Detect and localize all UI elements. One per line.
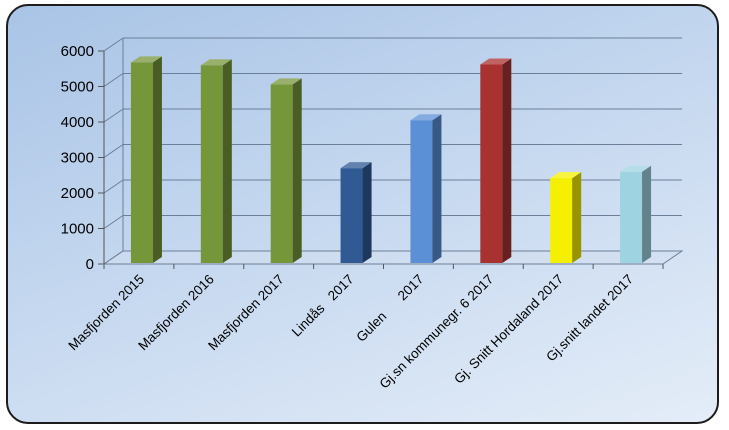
gridline-depth [103, 108, 124, 123]
x-tick-label: Masfjorden 2016 [135, 272, 217, 354]
y-tick-label: 6000 [61, 43, 94, 60]
gridline-depth [103, 144, 124, 158]
gridline-depth [103, 73, 124, 87]
bar-top [620, 165, 652, 172]
y-tick-label: 1000 [61, 221, 94, 238]
bar [130, 62, 153, 263]
bar-side [642, 165, 652, 263]
bar [200, 65, 223, 263]
y-tick-label: 2000 [61, 185, 94, 202]
bar-top [480, 58, 512, 65]
bar [340, 168, 363, 263]
y-tick-label: 4000 [61, 114, 94, 131]
bar-side [502, 58, 512, 263]
gridline-depth [103, 37, 124, 52]
bar [620, 171, 643, 263]
y-tick-label: 0 [86, 256, 94, 273]
bar-side [572, 172, 582, 263]
bar-side [362, 162, 372, 263]
bar-side [222, 59, 232, 264]
bar-side [432, 114, 442, 263]
bar [270, 84, 293, 264]
bar-top [270, 78, 302, 85]
bar-side [292, 78, 302, 264]
bar-top [340, 162, 372, 169]
y-tick-label: 3000 [61, 150, 94, 167]
bar-top [130, 56, 162, 63]
bar-chart: 0 1000 2000 3000 4000 5000 6000 Masfjorden 2015… [61, 37, 684, 392]
gridline-depth [103, 179, 124, 194]
chart-frame: 0 1000 2000 3000 4000 5000 6000 Masfjorden 2015… [6, 4, 719, 424]
x-tick-label: Masfjorden 2017 [205, 272, 287, 354]
x-tick-label: Lindås 2017 [289, 272, 357, 340]
bar [410, 120, 433, 263]
chart-floor [102, 250, 684, 265]
bar [550, 178, 573, 263]
bar [480, 64, 503, 263]
x-tick-label: Gulen 2017 [353, 272, 426, 345]
x-tick-label: Gj.sn kommunegr. 6 2017 [377, 272, 497, 392]
bar-side [152, 56, 162, 263]
y-tick-label: 5000 [61, 79, 94, 96]
bar-top [200, 59, 232, 66]
gridline-depth [103, 215, 124, 229]
bar-top [550, 172, 582, 179]
bar-top [410, 114, 442, 121]
x-tick-label: Masfjorden 2015 [65, 272, 147, 354]
